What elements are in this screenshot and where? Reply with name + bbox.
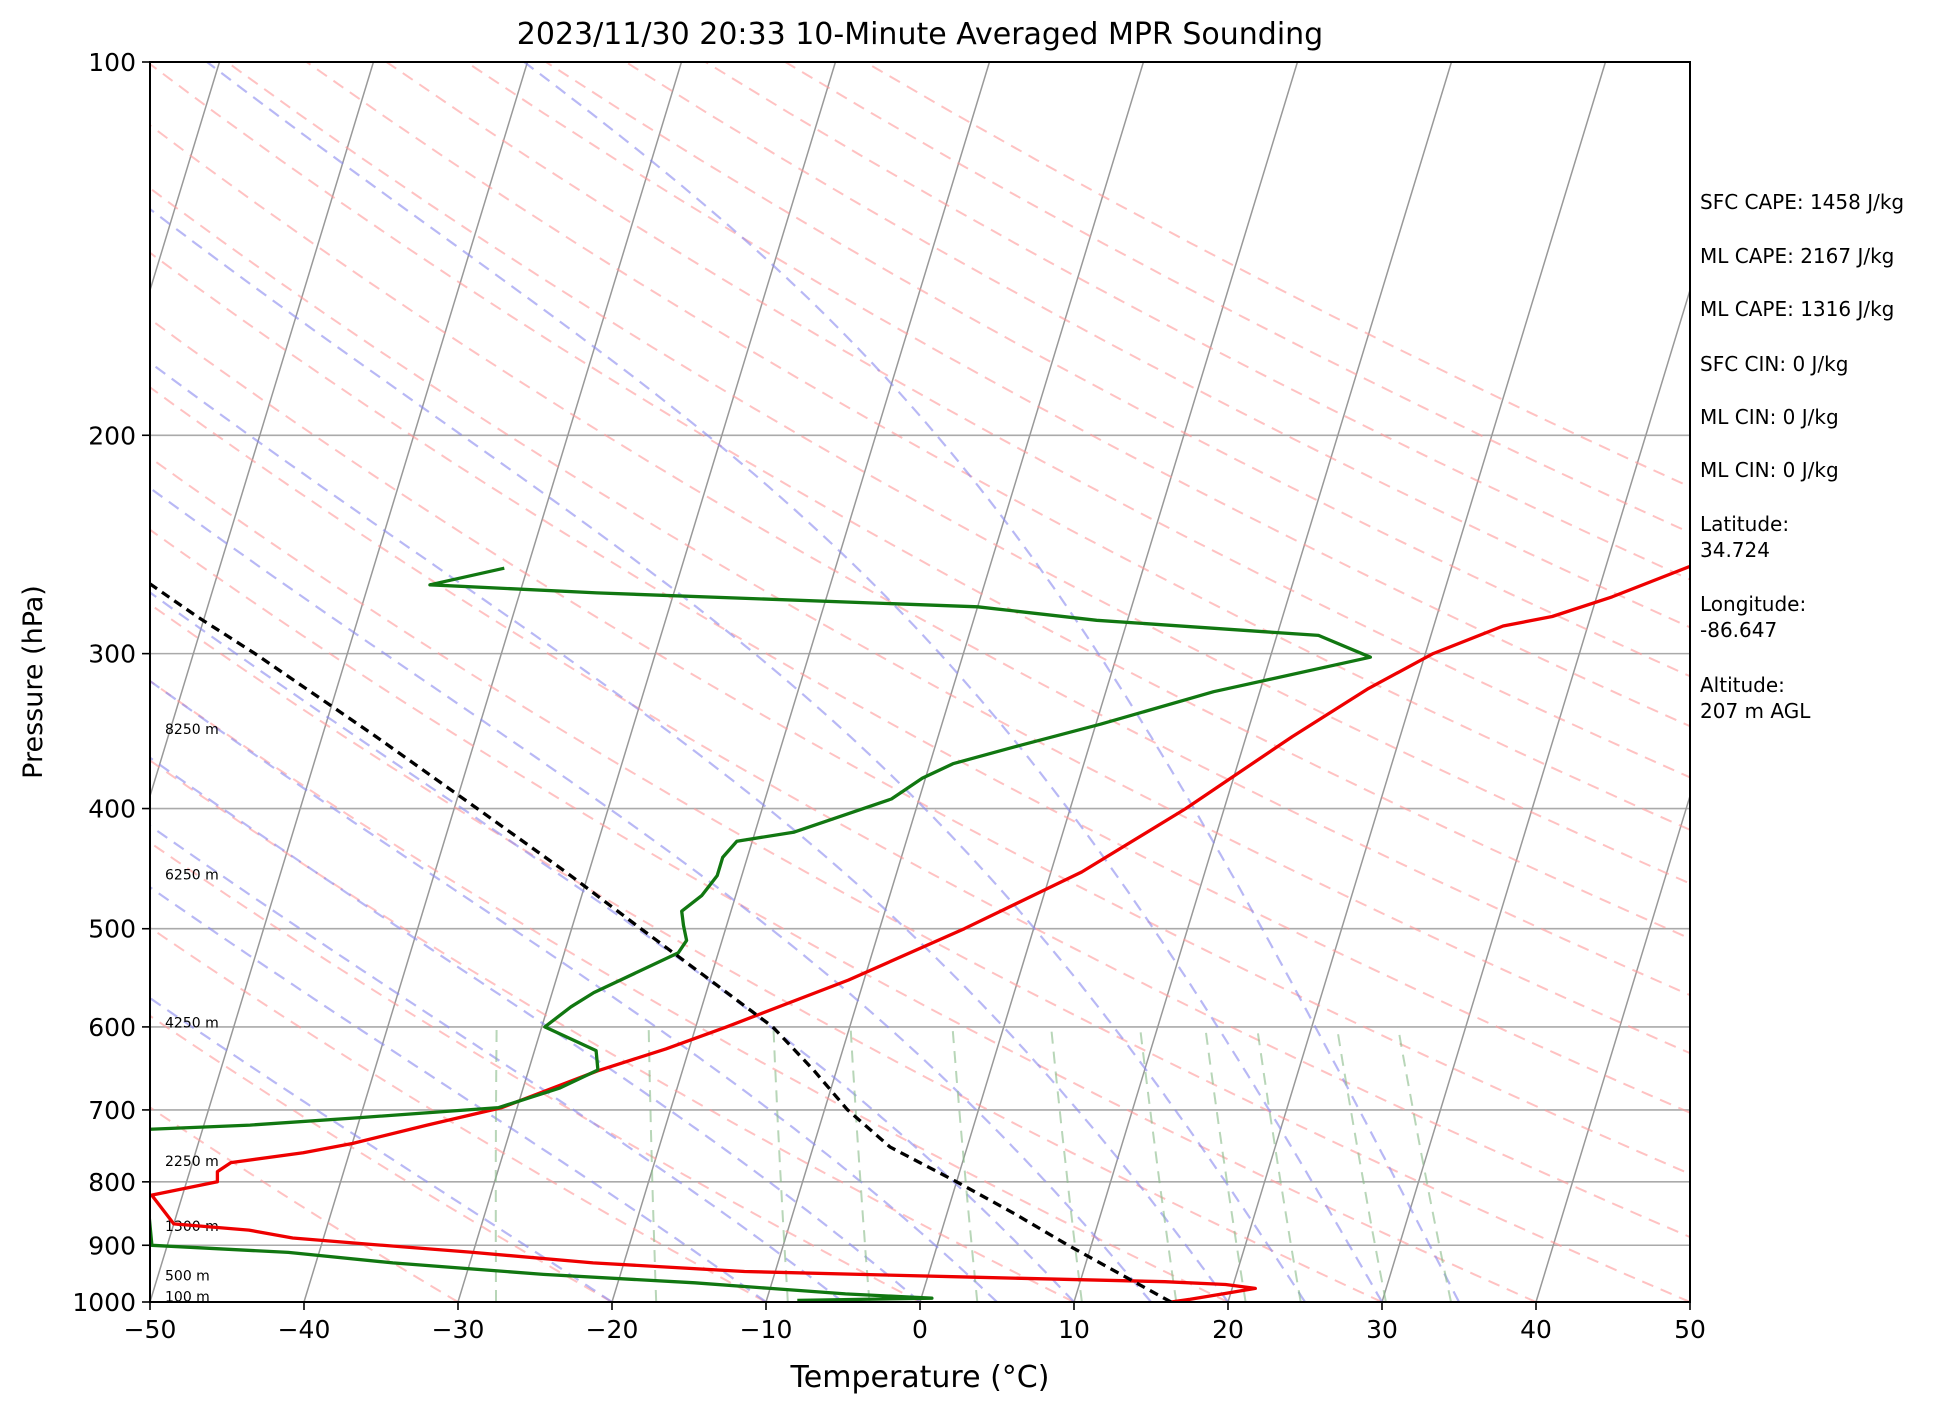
dry-adiabat bbox=[705, 62, 1690, 581]
mixing-ratio-line bbox=[1139, 1026, 1178, 1302]
ml-cape-text: ML CAPE: 2167 J/kg bbox=[1700, 244, 1895, 268]
moist-adiabat bbox=[150, 486, 1152, 1302]
y-tick-label: 1000 bbox=[72, 1288, 136, 1317]
dry-adiabat bbox=[226, 62, 1690, 885]
height-label: 4250 m bbox=[165, 1015, 219, 1031]
moist-adiabat bbox=[150, 591, 1075, 1302]
chart-title: 2023/11/30 20:33 10-Minute Averaged MPR … bbox=[517, 17, 1323, 52]
isotherm-line bbox=[150, 62, 221, 293]
dewpoint-profile bbox=[150, 566, 1373, 1302]
mixing-ratio-line bbox=[494, 1026, 498, 1302]
axis-ticks: −50 −40 −30 −20 −10 0 10 20 30 40 50 100 200 300 400 50… bbox=[72, 48, 1706, 1344]
parcel-path bbox=[150, 581, 1172, 1302]
height-label: 100 m bbox=[165, 1290, 210, 1306]
dry-adiabat bbox=[150, 528, 1537, 1302]
moist-adiabat bbox=[150, 756, 921, 1302]
moist-adiabat bbox=[206, 62, 1383, 1302]
x-tick-label: −50 bbox=[124, 1315, 177, 1344]
dry-adiabat bbox=[625, 62, 1690, 629]
ml-cape-text-2: ML CAPE: 1316 J/kg bbox=[1700, 297, 1895, 321]
y-tick-label: 700 bbox=[88, 1096, 136, 1125]
moist-adiabat bbox=[150, 996, 613, 1302]
height-label: 8250 m bbox=[165, 722, 219, 738]
y-tick-label: 400 bbox=[88, 795, 136, 824]
mixing-ratio-line bbox=[849, 1026, 871, 1302]
y-tick-label: 500 bbox=[88, 915, 136, 944]
isotherm-line bbox=[919, 62, 1299, 1302]
dry-adiabat bbox=[150, 186, 1690, 1055]
moist-adiabat bbox=[523, 62, 1460, 1302]
dry-adiabat bbox=[385, 62, 1690, 779]
altitude-text: Altitude: 207 m AGL bbox=[1700, 673, 1811, 723]
temperature-profile bbox=[150, 564, 1690, 1302]
mixing-ratio-line bbox=[951, 1026, 979, 1302]
x-axis-label: Temperature (°C) bbox=[790, 1360, 1050, 1395]
height-label: 6250 m bbox=[165, 867, 219, 883]
x-tick-label: 50 bbox=[1674, 1315, 1706, 1344]
dry-adiabat bbox=[150, 251, 1690, 1114]
x-tick-label: −40 bbox=[278, 1315, 331, 1344]
dry-adiabat bbox=[150, 926, 767, 1302]
isotherm-line bbox=[1535, 793, 1690, 1302]
sounding-series bbox=[150, 564, 1690, 1302]
dry-adiabat bbox=[150, 456, 1690, 1302]
dry-adiabat bbox=[150, 317, 1690, 1176]
x-tick-label: 0 bbox=[912, 1315, 928, 1344]
dry-adiabat bbox=[150, 759, 1075, 1302]
dry-adiabat bbox=[150, 62, 1690, 940]
mixing-ratio-line bbox=[1256, 1026, 1302, 1302]
y-tick-label: 900 bbox=[88, 1231, 136, 1260]
height-label: 500 m bbox=[165, 1269, 210, 1285]
isotherm-line bbox=[303, 62, 683, 1302]
isotherm-line bbox=[765, 62, 1145, 1302]
mixing-ratio-line bbox=[1050, 1026, 1083, 1302]
isotherm-line bbox=[457, 62, 837, 1302]
moist-adiabat bbox=[150, 207, 1306, 1302]
dry-adiabat bbox=[150, 841, 921, 1302]
moist-adiabat bbox=[150, 361, 1229, 1302]
sfc-cape-text: SFC CAPE: 1458 J/kg bbox=[1700, 190, 1905, 214]
latitude-text: Latitude: 34.724 bbox=[1700, 512, 1790, 562]
isotherm-line bbox=[150, 62, 529, 1302]
dry-adiabat bbox=[465, 62, 1690, 728]
dry-adiabat bbox=[150, 124, 1690, 997]
y-tick-label: 200 bbox=[88, 421, 136, 450]
longitude-text: Longitude: -86.647 bbox=[1700, 592, 1807, 642]
moist-adiabat bbox=[150, 679, 998, 1302]
height-label: 2250 m bbox=[165, 1154, 219, 1170]
dry-adiabat bbox=[150, 386, 1690, 1239]
dry-adiabat bbox=[150, 1106, 459, 1302]
dry-adiabat bbox=[150, 602, 1383, 1302]
ml-cin-text-2: ML CIN: 0 J/kg bbox=[1700, 458, 1839, 482]
isotherm-line bbox=[1381, 287, 1690, 1302]
y-tick-label: 600 bbox=[88, 1013, 136, 1042]
y-tick-label: 300 bbox=[88, 640, 136, 669]
sfc-cin-text: SFC CIN: 0 J/kg bbox=[1700, 352, 1849, 376]
mixing-ratio-line bbox=[1335, 1026, 1387, 1302]
mixing-ratio-line bbox=[1204, 1026, 1247, 1302]
x-tick-label: 30 bbox=[1366, 1315, 1398, 1344]
mixing-ratio-line bbox=[772, 1026, 789, 1302]
x-tick-label: 40 bbox=[1520, 1315, 1552, 1344]
ml-cin-text: ML CIN: 0 J/kg bbox=[1700, 405, 1839, 429]
y-tick-label: 100 bbox=[88, 48, 136, 77]
x-tick-label: −30 bbox=[432, 1315, 485, 1344]
moist-adiabat bbox=[150, 824, 844, 1302]
y-tick-label: 800 bbox=[88, 1168, 136, 1197]
mixing-ratio-line bbox=[647, 1026, 658, 1302]
background-lines bbox=[150, 62, 1690, 1302]
mixing-ratio-line bbox=[1397, 1026, 1452, 1302]
x-tick-label: 20 bbox=[1212, 1315, 1244, 1344]
isotherm-line bbox=[150, 62, 375, 799]
x-tick-label: 10 bbox=[1058, 1315, 1090, 1344]
x-tick-label: −20 bbox=[586, 1315, 639, 1344]
isotherm-line bbox=[611, 62, 991, 1302]
x-tick-label: −10 bbox=[740, 1315, 793, 1344]
y-axis-label: Pressure (hPa) bbox=[18, 585, 49, 779]
isotherm-line bbox=[1227, 62, 1607, 1302]
dry-adiabat bbox=[306, 62, 1690, 831]
